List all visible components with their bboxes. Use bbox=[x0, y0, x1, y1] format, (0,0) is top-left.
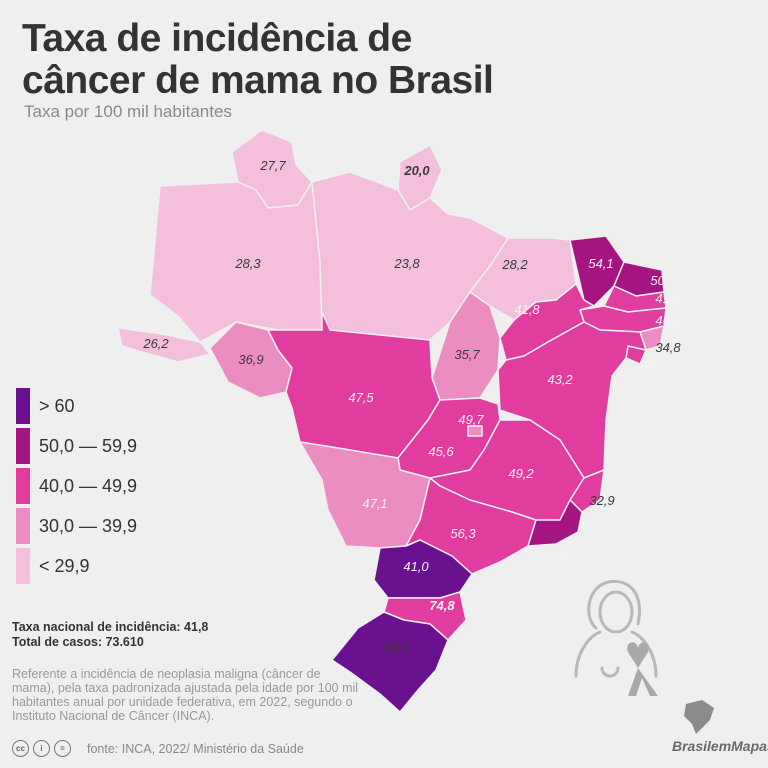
state-value-label: 43,2 bbox=[547, 372, 573, 387]
state-value-label: 41,0 bbox=[403, 559, 429, 574]
state-value-label: 36,9 bbox=[238, 352, 263, 367]
state-value-label: 50,1 bbox=[650, 273, 675, 288]
state-value-label: 46,4 bbox=[655, 313, 680, 328]
legend-label: 40,0 — 49,9 bbox=[39, 475, 138, 496]
national-stats: Taxa nacional de incidência: 41,8 Total … bbox=[12, 620, 208, 650]
state-value-label: 27,7 bbox=[259, 158, 286, 173]
methodology-note: Referente a incidência de neoplasia mali… bbox=[12, 667, 359, 723]
state-value-label: 49,2 bbox=[508, 466, 534, 481]
legend-swatch bbox=[16, 468, 30, 504]
state-value-label: 28,2 bbox=[501, 257, 528, 272]
legend-item: 50,0 — 59,9 bbox=[16, 428, 137, 464]
legend-label: 50,0 — 59,9 bbox=[39, 435, 138, 456]
source-text: fonte: INCA, 2022/ Ministério da Saúde bbox=[87, 741, 304, 756]
creative-commons-icon: cc bbox=[12, 740, 29, 757]
brand-logo-icon bbox=[684, 700, 714, 734]
state-value-label: 56,3 bbox=[450, 526, 476, 541]
state-value-label: 47,1 bbox=[362, 496, 387, 511]
state-value-label: 42,1 bbox=[641, 357, 666, 372]
footer: cc i = fonte: INCA, 2022/ Ministério da … bbox=[12, 740, 304, 757]
title-line-2: câncer de mama no Brasil bbox=[22, 59, 494, 102]
subtitle: Taxa por 100 mil habitantes bbox=[24, 102, 232, 121]
state-distrito-federal[interactable] bbox=[467, 425, 483, 437]
state-value-label: 70,5 bbox=[554, 546, 580, 561]
legend-item: < 29,9 bbox=[16, 548, 137, 584]
state-acre[interactable] bbox=[117, 327, 211, 363]
state-value-label: 32,9 bbox=[589, 493, 614, 508]
state-value-label: 26,2 bbox=[142, 336, 169, 351]
title-line-1: Taxa de incidência de bbox=[22, 17, 412, 60]
state-espirito-santo[interactable] bbox=[569, 469, 605, 513]
state-value-label: 54,1 bbox=[588, 256, 613, 271]
legend: > 60 50,0 — 59,9 40,0 — 49,9 30,0 — 39,9… bbox=[16, 388, 137, 588]
state-rio-grande-do-sul[interactable] bbox=[331, 611, 449, 713]
brand-name: BrasilemMapas bbox=[672, 738, 768, 754]
state-parana[interactable] bbox=[373, 539, 473, 599]
legend-item: 40,0 — 49,9 bbox=[16, 468, 137, 504]
legend-label: > 60 bbox=[39, 395, 75, 416]
page-title: Taxa de incidência de câncer de mama no … bbox=[22, 17, 494, 102]
legend-swatch bbox=[16, 508, 30, 544]
state-value-label: 74,8 bbox=[429, 598, 455, 613]
attribution-icon: i bbox=[33, 740, 50, 757]
total-cases: Total de casos: 73.610 bbox=[12, 635, 144, 649]
state-value-label: 45,6 bbox=[428, 444, 454, 459]
no-derivatives-icon: = bbox=[54, 740, 71, 757]
legend-swatch bbox=[16, 548, 30, 584]
legend-item: 30,0 — 39,9 bbox=[16, 508, 137, 544]
state-bahia[interactable] bbox=[497, 321, 647, 479]
legend-swatch bbox=[16, 388, 30, 424]
legend-label: < 29,9 bbox=[39, 555, 90, 576]
state-value-label: 20,0 bbox=[403, 163, 430, 178]
legend-item: > 60 bbox=[16, 388, 137, 424]
legend-swatch bbox=[16, 428, 30, 464]
state-value-label: 49,7 bbox=[458, 412, 484, 427]
state-value-label: 41,8 bbox=[514, 302, 540, 317]
woman-ribbon-icon bbox=[574, 579, 658, 696]
state-value-label: 41,3 bbox=[655, 291, 681, 306]
state-value-label: 34,8 bbox=[655, 340, 681, 355]
national-rate: Taxa nacional de incidência: 41,8 bbox=[12, 620, 209, 634]
state-value-label: 47,5 bbox=[348, 390, 374, 405]
state-value-label: 28,3 bbox=[234, 256, 261, 271]
state-value-label: 36,6 bbox=[383, 639, 409, 654]
legend-label: 30,0 — 39,9 bbox=[39, 515, 138, 536]
state-rio-de-janeiro[interactable] bbox=[527, 499, 583, 547]
state-value-label: 23,8 bbox=[393, 256, 420, 271]
state-value-label: 35,7 bbox=[454, 347, 480, 362]
